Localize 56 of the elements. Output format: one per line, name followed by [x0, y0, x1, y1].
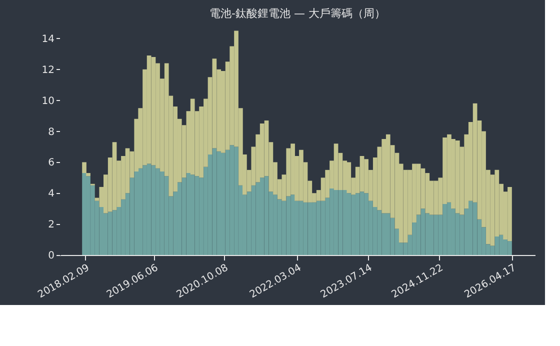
bar	[494, 236, 500, 255]
bar	[264, 176, 269, 255]
bar	[377, 210, 382, 255]
bar	[334, 190, 338, 255]
bar	[112, 142, 117, 210]
bar	[151, 165, 156, 255]
bar	[138, 168, 143, 255]
bar	[355, 193, 360, 255]
bar	[434, 214, 438, 255]
bar	[316, 200, 321, 255]
bar	[334, 144, 338, 190]
bar	[112, 210, 117, 255]
bar	[320, 200, 326, 255]
bar	[308, 202, 312, 255]
y-tick-label: 10	[42, 96, 54, 107]
bar	[212, 148, 217, 255]
bar	[382, 213, 386, 255]
bar	[186, 173, 191, 255]
chart-title: 電池-鈦酸鋰電池 — 大戶籌碼（周）	[210, 7, 386, 20]
bar	[194, 176, 200, 255]
bar	[146, 164, 152, 255]
bar	[151, 57, 156, 166]
bar	[251, 185, 256, 255]
bar	[434, 180, 438, 215]
y-tick-label: 14	[42, 34, 54, 45]
bar	[346, 193, 352, 255]
bar	[108, 212, 112, 255]
bar	[360, 156, 364, 192]
bar	[190, 174, 195, 255]
bar	[286, 196, 291, 255]
y-tick-label: 0	[48, 250, 54, 262]
bar	[386, 213, 390, 255]
bar	[342, 190, 348, 255]
bar	[346, 162, 352, 194]
bar	[360, 192, 364, 255]
bar	[82, 173, 86, 255]
bar	[429, 214, 434, 255]
bar	[303, 202, 308, 255]
bar	[260, 178, 264, 255]
bar	[146, 55, 152, 164]
bar	[190, 98, 195, 175]
y-tick-label: 12	[42, 64, 54, 76]
y-tick-label: 6	[48, 158, 54, 169]
bar	[134, 171, 139, 255]
y-tick-label: 4	[48, 188, 54, 200]
bar	[420, 208, 426, 255]
bar	[230, 145, 234, 255]
bar	[468, 200, 473, 255]
y-tick-label: 2	[48, 220, 54, 231]
bar	[472, 202, 478, 255]
bar	[216, 151, 222, 255]
y-tick-label: 8	[48, 126, 54, 138]
bar	[455, 140, 460, 214]
bar	[220, 152, 226, 255]
bar	[338, 190, 343, 255]
bar	[82, 162, 86, 174]
